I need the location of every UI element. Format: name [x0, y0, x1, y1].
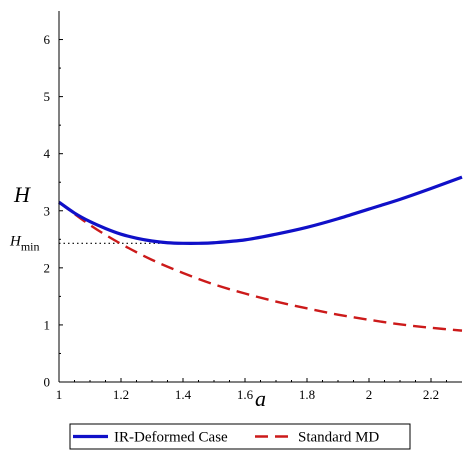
- y-tick-label: 4: [44, 146, 51, 161]
- y-axis-label: H: [13, 182, 31, 207]
- x-tick-label: 1: [56, 387, 63, 402]
- x-tick-label: 1.6: [237, 387, 254, 402]
- x-tick-label: 1.4: [175, 387, 192, 402]
- x-tick-label: 2: [366, 387, 373, 402]
- legend-box: [69, 423, 411, 450]
- legend: IR-Deformed Case Standard MD: [69, 423, 411, 450]
- y-ticks: 0 1 2 3 4 5 6: [44, 32, 63, 390]
- y-tick-label: 1: [44, 317, 51, 332]
- legend-entry-ir-deformed: IR-Deformed Case: [114, 430, 228, 446]
- y-tick-label: 3: [44, 203, 51, 218]
- y-tick-label: 2: [44, 260, 51, 275]
- y-tick-label: 6: [44, 32, 51, 47]
- x-tick-label: 1.8: [299, 387, 315, 402]
- y-tick-label: 5: [44, 89, 51, 104]
- x-tick-label: 1.2: [113, 387, 129, 402]
- x-axis-label: a: [255, 386, 266, 411]
- legend-entry-standard-md: Standard MD: [298, 430, 379, 446]
- axes: [58, 11, 462, 383]
- plot-area: [58, 175, 463, 332]
- hmin-annotation-main: H: [9, 233, 22, 249]
- series-line-standard-md: [58, 201, 463, 332]
- hmin-annotation: Hmin: [9, 233, 40, 253]
- hmin-annotation-subscript: min: [21, 239, 40, 253]
- series-line-ir-deformed: [58, 175, 463, 245]
- y-tick-label: 0: [44, 375, 51, 390]
- x-ticks: 1 1.2 1.4 1.6 1.8 2 2.2: [56, 378, 447, 402]
- x-tick-label: 2.2: [423, 387, 439, 402]
